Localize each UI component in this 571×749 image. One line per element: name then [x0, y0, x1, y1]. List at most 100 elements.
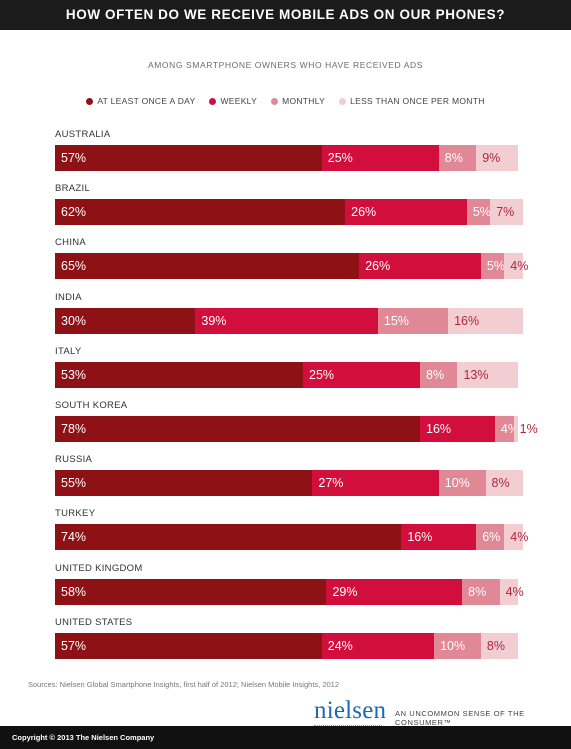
legend-swatch-monthly: [271, 97, 279, 105]
data-label: 55%: [61, 476, 87, 490]
data-label: 24%: [327, 639, 353, 653]
data-label: 1%: [519, 422, 538, 436]
country-label: TURKEY: [55, 508, 96, 519]
bar-row: 57% 25% 8% 9%: [55, 145, 523, 171]
logo-underline: [314, 725, 382, 728]
bar-segment-weekly: [303, 362, 421, 388]
legend-item-weekly: WEEKLY: [209, 96, 257, 106]
bar-segment-rarely: [490, 199, 523, 225]
country-label: UNITED STATES: [55, 617, 133, 628]
data-label: 25%: [309, 368, 335, 382]
data-label: 5%: [472, 205, 491, 219]
data-label: 26%: [365, 259, 391, 273]
bar-row: 58% 29% 8% 4%: [55, 579, 524, 605]
data-label: 53%: [61, 368, 87, 382]
bar-segment-daily: [55, 470, 313, 496]
logo-tagline: AN UNCOMMON SENSE OF THE CONSUMER™: [395, 709, 525, 727]
bar-segment-weekly: [420, 416, 495, 442]
data-label: 57%: [61, 151, 87, 165]
bar-segment-daily: [55, 253, 360, 279]
legend-item-daily: AT LEAST ONCE A DAY: [86, 96, 195, 106]
bar-segment-rarely: [499, 579, 519, 605]
country-label: AUSTRALIA: [55, 129, 111, 140]
source-note: Sources: Nielsen Global Smartphone Insig…: [28, 680, 340, 689]
legend-label-rarely: LESS THAN ONCE PER MONTH: [350, 96, 485, 106]
copyright-footer: Copyright © 2013 The Nielsen Company: [0, 726, 571, 749]
legend-label-monthly: MONTHLY: [282, 96, 326, 106]
data-label: 26%: [351, 205, 377, 219]
legend-swatch-rarely: [339, 97, 347, 105]
bar-row: 74% 16% 6% 4%: [55, 524, 528, 550]
data-label: 8%: [468, 585, 487, 599]
bar-row: 62% 26% 5% 7%: [55, 199, 523, 225]
country-label: RUSSIA: [55, 454, 93, 465]
bar-segment-daily: [55, 633, 322, 659]
data-label: 65%: [61, 259, 87, 273]
data-label: 57%: [61, 639, 87, 653]
bar-segment-monthly: [462, 579, 500, 605]
bar-segment-rarely: [457, 362, 519, 388]
bar-segment-rarely: [476, 145, 519, 171]
bar-segment-rarely: [513, 416, 519, 442]
data-label: 62%: [61, 205, 87, 219]
data-label: 74%: [61, 530, 87, 544]
bar-segment-daily: [55, 416, 421, 442]
data-label: 27%: [318, 476, 344, 490]
bar-segment-rarely: [480, 633, 519, 659]
bar-segment-daily: [55, 524, 402, 550]
bar-row: 78% 16% 4% 1%: [55, 416, 538, 442]
data-label: 30%: [61, 314, 87, 328]
data-label: 25%: [327, 151, 353, 165]
legend-swatch-weekly: [209, 97, 217, 105]
data-label: 39%: [201, 314, 227, 328]
data-label: 7%: [496, 205, 515, 219]
legend-swatch-daily: [86, 97, 94, 105]
bar-row: 65% 26% 5% 4%: [55, 253, 528, 279]
bar-segment-rarely: [448, 308, 523, 334]
data-label: 10%: [444, 476, 470, 490]
chart-subtitle: AMONG SMARTPHONE OWNERS WHO HAVE RECEIVE…: [147, 60, 424, 70]
legend: AT LEAST ONCE A DAY WEEKLY MONTHLY LESS …: [0, 96, 571, 106]
bar-segment-monthly: [480, 253, 505, 279]
data-label: 8%: [444, 151, 463, 165]
legend-label-daily: AT LEAST ONCE A DAY: [97, 96, 196, 106]
bar-segment-weekly: [359, 253, 481, 279]
country-label: INDIA: [55, 292, 82, 303]
bar-segment-rarely: [485, 470, 523, 496]
data-label: 16%: [426, 422, 452, 436]
bar-segment-rarely: [504, 253, 523, 279]
bar-segment-weekly: [312, 470, 439, 496]
country-label: UNITED KINGDOM: [55, 563, 143, 574]
bar-segment-weekly: [195, 308, 378, 334]
data-label: 6%: [482, 530, 501, 544]
bar-segment-weekly: [345, 199, 467, 225]
bar-row: 30% 39% 15% 16%: [55, 308, 523, 334]
bar-segment-monthly: [466, 199, 491, 225]
country-label: BRAZIL: [55, 183, 91, 194]
data-label: 16%: [454, 314, 480, 328]
data-label: 78%: [61, 422, 87, 436]
data-label: 4%: [505, 585, 524, 599]
bar-segment-weekly: [326, 579, 463, 605]
data-label: 4%: [510, 259, 529, 273]
data-label: 13%: [463, 368, 489, 382]
data-label: 10%: [440, 639, 466, 653]
data-label: 29%: [332, 585, 358, 599]
bar-segment-monthly: [377, 308, 449, 334]
data-label: 16%: [407, 530, 433, 544]
country-label: SOUTH KOREA: [55, 400, 128, 411]
legend-item-monthly: MONTHLY: [271, 96, 325, 106]
legend-label-weekly: WEEKLY: [220, 96, 258, 106]
bar-segment-monthly: [476, 524, 505, 550]
country-label: ITALY: [55, 346, 82, 357]
bar-segment-daily: [55, 362, 304, 388]
bar-segment-weekly: [321, 145, 439, 171]
data-label: 8%: [426, 368, 445, 382]
bar-segment-weekly: [401, 524, 477, 550]
bar-segment-monthly: [438, 145, 477, 171]
data-label: 4%: [510, 530, 529, 544]
data-label: 15%: [383, 314, 409, 328]
bar-segment-daily: [55, 199, 346, 225]
bar-segment-monthly: [438, 470, 486, 496]
